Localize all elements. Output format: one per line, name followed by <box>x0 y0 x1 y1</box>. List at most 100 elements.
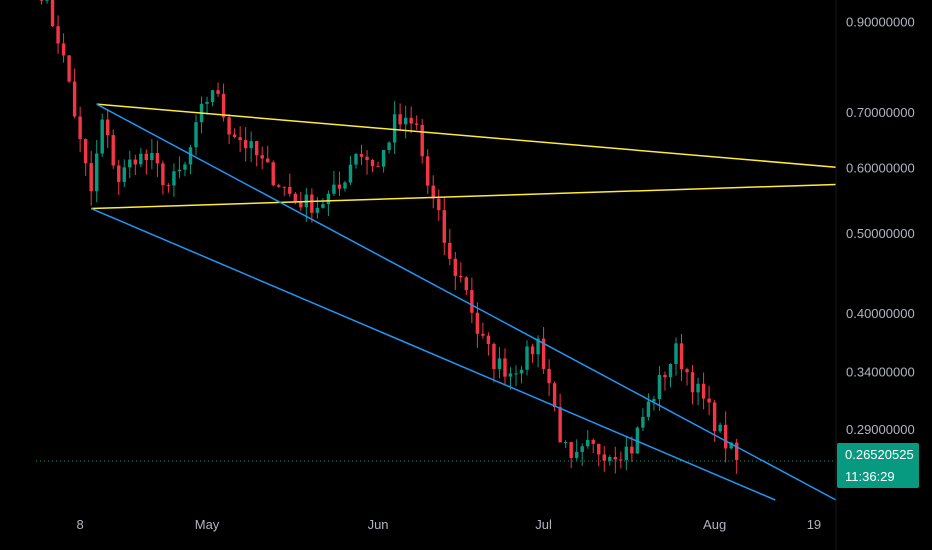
candle-body <box>221 93 226 118</box>
candle-body <box>205 101 209 104</box>
candle-body <box>414 123 419 125</box>
candle-body <box>216 90 220 94</box>
candle-body <box>431 185 435 199</box>
candle-body <box>547 368 551 384</box>
candle-body <box>133 159 138 165</box>
candle-body <box>464 277 469 291</box>
x-tick-label: 8 <box>77 517 84 532</box>
candle-body <box>370 159 375 167</box>
candle-body <box>359 154 364 157</box>
candle-body <box>288 186 292 194</box>
candle-body <box>387 142 391 150</box>
candle-body <box>315 207 320 213</box>
candle-body <box>530 346 535 355</box>
candle-body <box>420 124 424 157</box>
candle-body <box>299 201 303 208</box>
candle-body <box>608 456 612 461</box>
candle-body <box>630 446 634 454</box>
candle-body <box>249 141 253 149</box>
candle-body <box>56 26 60 44</box>
candle-body <box>243 140 248 149</box>
candle-body <box>574 451 579 458</box>
candle-body <box>707 398 711 403</box>
candle-body <box>381 149 386 167</box>
candle-body <box>613 456 618 460</box>
candle-body <box>519 369 524 374</box>
x-tick-label: Jul <box>535 517 552 532</box>
candle-body <box>690 372 695 393</box>
candle-body <box>106 119 110 136</box>
candle-body <box>50 0 55 27</box>
triangle-lower-trendline[interactable] <box>91 183 837 210</box>
candle-body <box>172 171 176 186</box>
candle-body <box>591 440 595 444</box>
candle-body <box>525 346 529 370</box>
candle-body <box>266 158 270 163</box>
y-tick-label: 0.90000000 <box>846 14 915 29</box>
candle-body <box>188 147 193 165</box>
candle-body <box>685 369 689 373</box>
candle-body <box>78 116 82 140</box>
candle-body <box>657 374 662 400</box>
candle-body <box>536 338 540 355</box>
candle-body <box>365 156 369 160</box>
channel-upper-trendline[interactable] <box>96 103 837 501</box>
y-tick-label: 0.60000000 <box>846 160 915 175</box>
trendline-layer[interactable] <box>90 103 837 501</box>
candle-body <box>161 163 165 186</box>
candle-body <box>45 0 49 1</box>
candle-body <box>100 119 104 154</box>
candle-body <box>238 137 242 141</box>
candle-body <box>492 343 496 369</box>
candle-body <box>602 454 606 461</box>
channel-lower-trendline[interactable] <box>90 207 776 501</box>
candle-body <box>514 373 518 375</box>
current-price-label: 0.26520525 <box>845 447 914 462</box>
candle-body <box>39 0 44 1</box>
candle-body <box>210 90 215 102</box>
candle-body <box>674 343 678 365</box>
candle-body <box>426 156 430 186</box>
candle-body <box>586 440 590 447</box>
candle-body <box>624 446 629 460</box>
candle-body <box>326 193 331 205</box>
candle-body <box>508 373 513 377</box>
candle-body <box>343 182 347 189</box>
x-tick-label: Jun <box>368 517 389 532</box>
candle-body <box>348 164 353 183</box>
candle-body <box>128 159 132 168</box>
bar-countdown-label: 11:36:29 <box>845 469 895 484</box>
candle-body <box>696 383 700 393</box>
candle-body <box>111 135 115 166</box>
candle-body <box>459 275 463 278</box>
current-price-badge: 0.26520525 11:36:29 <box>837 443 919 489</box>
candle-body <box>734 442 739 461</box>
candle-body <box>155 153 160 164</box>
candle-body <box>663 374 667 378</box>
candle-body <box>144 153 149 160</box>
candle-body <box>61 43 66 56</box>
candle-body <box>718 424 722 432</box>
candle-body <box>310 194 314 213</box>
candle-body <box>183 164 187 170</box>
candle-body <box>282 186 286 188</box>
x-tick-label: Aug <box>703 517 726 532</box>
candle-body <box>232 134 237 138</box>
x-tick-label: May <box>195 517 220 532</box>
candlestick-series[interactable] <box>39 0 739 474</box>
time-axis[interactable]: 8 May Jun Jul Aug 19 <box>77 517 822 532</box>
candle-body <box>437 198 441 211</box>
current-price-badge-bg <box>837 443 919 489</box>
candle-body <box>139 153 143 165</box>
y-tick-label: 0.40000000 <box>846 306 915 321</box>
candle-body <box>701 383 706 399</box>
triangle-upper-trendline[interactable] <box>96 103 837 169</box>
price-axis[interactable]: 0.90000000 0.70000000 0.60000000 0.50000000… <box>846 14 915 437</box>
candle-body <box>177 169 182 172</box>
candle-body <box>254 141 259 156</box>
candle-body <box>580 446 584 452</box>
candle-body <box>470 290 474 313</box>
candle-body <box>619 459 623 461</box>
